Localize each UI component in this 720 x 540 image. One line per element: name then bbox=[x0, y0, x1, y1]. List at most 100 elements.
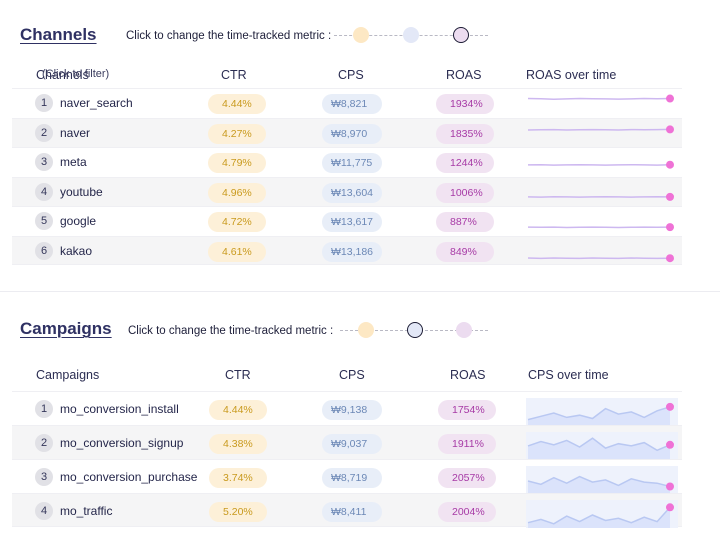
row-name[interactable]: naver_search bbox=[60, 96, 133, 110]
campaigns-col-cps: CPS bbox=[339, 368, 365, 382]
ctr-pill: 4.72% bbox=[208, 212, 266, 232]
campaigns-row[interactable]: 4 mo_traffic 5.20% ₩8,411 2004% bbox=[12, 493, 682, 528]
campaigns-table-header: Campaigns CTR CPS ROAS CPS over time bbox=[20, 368, 684, 386]
sparkline bbox=[527, 124, 674, 133]
sparkline-area bbox=[528, 476, 670, 494]
row-name[interactable]: naver bbox=[60, 125, 91, 140]
ctr-pill: 4.44% bbox=[208, 94, 266, 114]
sparkline bbox=[527, 94, 674, 103]
rank-badge: 5 bbox=[35, 212, 53, 230]
channels-title: Channels bbox=[20, 25, 97, 44]
channels-table-header: Channels (Click to filter) CTR CPS ROAS R… bbox=[36, 68, 617, 82]
roas-pill: 1754% bbox=[438, 400, 496, 420]
cps-pill: ₩9,037 bbox=[322, 434, 382, 454]
channels-row[interactable]: 5 google 4.72% ₩13,617 887% bbox=[12, 206, 682, 236]
sparkline-end-marker bbox=[666, 482, 674, 491]
sparkline bbox=[526, 466, 678, 494]
sparkline-line bbox=[527, 97, 671, 100]
cps-pill: ₩11,775 bbox=[322, 153, 382, 173]
channels-col-roas: ROAS bbox=[446, 68, 482, 82]
channels-metric-ctr-dot[interactable] bbox=[353, 27, 369, 43]
sparkline bbox=[526, 432, 678, 460]
campaigns-metric-hint: Click to change the time-tracked metric … bbox=[128, 325, 334, 337]
sparkline-end-marker bbox=[666, 192, 674, 201]
row-name[interactable]: google bbox=[60, 214, 97, 228]
sparkline-area bbox=[528, 438, 670, 460]
channels-row[interactable]: 4 youtube 4.96% ₩13,604 1006% bbox=[12, 176, 682, 206]
cps-pill: ₩8,411 bbox=[322, 502, 382, 522]
channels-row[interactable]: 6 kakao 4.61% ₩13,186 849% bbox=[12, 235, 682, 265]
campaigns-metric-ctr-dot[interactable] bbox=[358, 322, 374, 338]
rank-badge: 6 bbox=[35, 241, 53, 260]
sparkline-end-marker bbox=[666, 503, 674, 512]
campaigns-row[interactable]: 3 mo_conversion_purchase 3.74% ₩8,719 2057% bbox=[12, 459, 682, 494]
channels-metric-toggle bbox=[334, 25, 490, 45]
campaigns-title: Campaigns bbox=[20, 319, 112, 338]
ctr-pill: 4.96% bbox=[208, 182, 266, 203]
cps-pill: ₩13,186 bbox=[322, 241, 382, 262]
roas-pill: 887% bbox=[436, 212, 494, 232]
ctr-pill: 5.20% bbox=[209, 502, 267, 522]
roas-pill: 1244% bbox=[436, 153, 494, 173]
sparkline-end-marker bbox=[666, 440, 674, 449]
row-name[interactable]: mo_conversion_purchase bbox=[60, 470, 198, 484]
channels-metric-cps-dot[interactable] bbox=[403, 27, 419, 43]
row-name[interactable]: mo_conversion_signup bbox=[60, 436, 184, 450]
campaigns-metric-toggle bbox=[340, 320, 490, 340]
campaigns-section: Campaigns Click to change the time-track… bbox=[0, 298, 720, 540]
rank-badge: 2 bbox=[35, 434, 53, 452]
channels-col-ctr: CTR bbox=[221, 68, 247, 82]
sparkline-line bbox=[527, 437, 671, 452]
channels-section: Channels Click to change the time-tracke… bbox=[12, 25, 682, 265]
row-name[interactable]: kakao bbox=[60, 243, 93, 258]
roas-pill: 1934% bbox=[436, 94, 494, 114]
sparkline bbox=[527, 253, 674, 262]
channels-col-trend: ROAS over time bbox=[526, 68, 617, 82]
roas-pill: 849% bbox=[436, 241, 494, 262]
cps-pill: ₩8,719 bbox=[322, 468, 382, 488]
sparkline bbox=[527, 223, 674, 232]
sparkline-end-marker bbox=[666, 160, 674, 169]
channels-row[interactable]: 3 meta 4.79% ₩11,775 1244% bbox=[12, 147, 682, 177]
roas-pill: 2057% bbox=[438, 468, 496, 488]
roas-pill: 2004% bbox=[438, 502, 496, 522]
sparkline bbox=[527, 160, 674, 169]
channels-row[interactable]: 1 naver_search 4.44% ₩8,821 1934% bbox=[12, 88, 682, 118]
campaigns-metric-roas-dot[interactable] bbox=[456, 322, 472, 338]
sparkline bbox=[527, 192, 674, 201]
channels-row[interactable]: 2 naver 4.27% ₩8,970 1835% bbox=[12, 117, 682, 147]
roas-pill: 1006% bbox=[436, 182, 494, 203]
row-name[interactable]: mo_conversion_install bbox=[60, 402, 179, 416]
campaigns-metric-cps-dot[interactable] bbox=[407, 322, 423, 338]
row-name[interactable]: meta bbox=[60, 155, 87, 169]
row-name[interactable]: mo_traffic bbox=[60, 504, 113, 518]
rank-badge: 2 bbox=[35, 123, 53, 142]
sparkline-end-marker bbox=[666, 253, 674, 262]
channels-filter-hint: (Click to filter) bbox=[42, 68, 110, 80]
sparkline bbox=[526, 500, 678, 528]
sparkline-end-marker bbox=[666, 223, 674, 232]
campaigns-row[interactable]: 2 mo_conversion_signup 4.38% ₩9,037 1911% bbox=[12, 425, 682, 460]
cps-pill: ₩8,821 bbox=[322, 94, 382, 114]
row-name[interactable]: youtube bbox=[60, 184, 103, 199]
sparkline-end-marker bbox=[666, 402, 674, 411]
sparkline bbox=[526, 398, 678, 426]
roas-pill: 1835% bbox=[436, 123, 494, 144]
cps-pill: ₩9,138 bbox=[322, 400, 382, 420]
ctr-pill: 4.38% bbox=[209, 434, 267, 454]
campaigns-col-ctr: CTR bbox=[225, 368, 251, 382]
ctr-pill: 3.74% bbox=[209, 468, 267, 488]
channels-col-cps: CPS bbox=[338, 68, 364, 82]
cps-pill: ₩13,617 bbox=[322, 212, 382, 232]
section-divider bbox=[0, 291, 720, 292]
rank-badge: 4 bbox=[35, 502, 53, 520]
sparkline-line bbox=[527, 406, 671, 421]
ctr-pill: 4.44% bbox=[209, 400, 267, 420]
rank-badge: 4 bbox=[35, 182, 53, 201]
roas-pill: 1911% bbox=[438, 434, 496, 454]
campaigns-row[interactable]: 1 mo_conversion_install 4.44% ₩9,138 1754% bbox=[12, 391, 682, 426]
campaigns-col-name: Campaigns bbox=[36, 368, 100, 382]
sparkline-line bbox=[527, 475, 671, 488]
ctr-pill: 4.61% bbox=[208, 241, 266, 262]
channels-metric-roas-dot[interactable] bbox=[453, 27, 469, 43]
